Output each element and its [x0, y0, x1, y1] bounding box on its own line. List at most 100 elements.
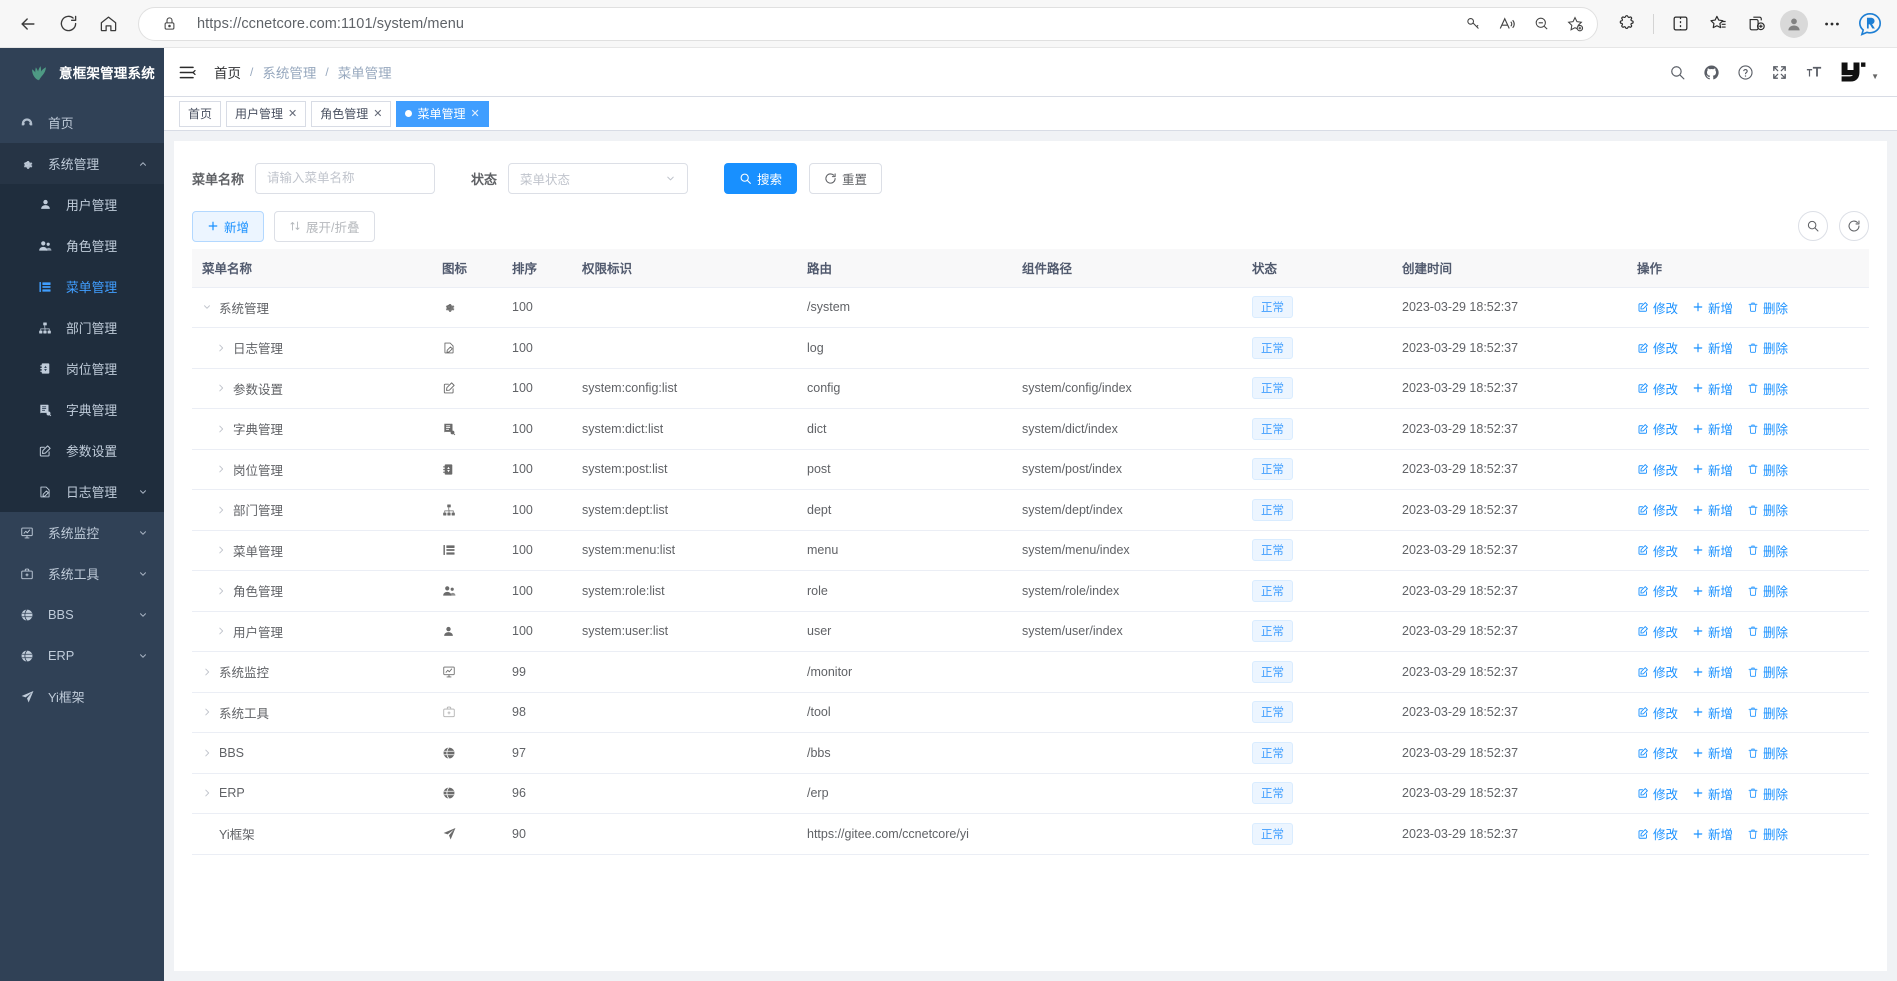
sidebar-item-home[interactable]: 首页 [0, 102, 164, 143]
expand-toggle-icon[interactable] [216, 545, 226, 555]
op-edit-button[interactable]: 修改 [1637, 298, 1678, 317]
github-icon[interactable] [1703, 64, 1720, 81]
op-delete-button[interactable]: 删除 [1747, 298, 1788, 317]
op-edit-button[interactable]: 修改 [1637, 338, 1678, 357]
expand-toggle-icon[interactable] [216, 383, 226, 393]
sidebar-item-post[interactable]: 岗位管理 [0, 348, 164, 389]
op-delete-button[interactable]: 删除 [1747, 460, 1788, 479]
expand-toggle-icon[interactable] [216, 505, 226, 515]
expand-toggle-icon[interactable] [216, 626, 226, 636]
op-delete-button[interactable]: 删除 [1747, 784, 1788, 803]
expand-toggle-icon[interactable] [216, 464, 226, 474]
sidebar-item-role[interactable]: 角色管理 [0, 225, 164, 266]
op-add-button[interactable]: 新增 [1692, 824, 1733, 843]
tab-home[interactable]: 首页 [179, 100, 222, 127]
expand-toggle-icon[interactable] [202, 707, 212, 717]
search-button[interactable]: 搜索 [724, 162, 798, 194]
tab-role[interactable]: 角色管理 ✕ [311, 100, 392, 127]
op-edit-button[interactable]: 修改 [1637, 622, 1678, 641]
sidebar-logo[interactable]: 意框架管理系统 [0, 48, 164, 96]
key-icon[interactable] [1457, 9, 1489, 39]
sidebar-item-tool[interactable]: 系统工具 [0, 553, 164, 594]
expand-collapse-button[interactable]: 展开/折叠 [274, 210, 375, 242]
sidebar-item-bbs[interactable]: BBS [0, 594, 164, 635]
op-delete-button[interactable]: 删除 [1747, 500, 1788, 519]
collapse-toggle-icon[interactable] [202, 302, 212, 312]
menu-name-input[interactable] [255, 162, 436, 194]
op-delete-button[interactable]: 删除 [1747, 743, 1788, 762]
op-delete-button[interactable]: 删除 [1747, 824, 1788, 843]
sidebar-item-log[interactable]: 日志管理 [0, 471, 164, 512]
op-add-button[interactable]: 新增 [1692, 338, 1733, 357]
op-edit-button[interactable]: 修改 [1637, 743, 1678, 762]
zoom-out-icon[interactable] [1525, 9, 1557, 39]
op-edit-button[interactable]: 修改 [1637, 824, 1678, 843]
close-icon[interactable]: ✕ [288, 108, 298, 120]
close-icon[interactable]: ✕ [373, 108, 383, 120]
browser-reload-button[interactable] [50, 6, 86, 42]
op-add-button[interactable]: 新增 [1692, 500, 1733, 519]
op-edit-button[interactable]: 修改 [1637, 460, 1678, 479]
sidebar-item-dept[interactable]: 部门管理 [0, 307, 164, 348]
expand-toggle-icon[interactable] [216, 586, 226, 596]
breadcrumb-home[interactable]: 首页 [214, 66, 241, 81]
extensions-icon[interactable] [1610, 7, 1644, 41]
sidebar-item-monitor[interactable]: 系统监控 [0, 512, 164, 553]
yi-brand-icon[interactable]: ▼ [1840, 60, 1879, 84]
refresh-circle-icon[interactable] [1839, 211, 1869, 241]
add-tab-group-icon[interactable] [1739, 7, 1773, 41]
split-screen-icon[interactable] [1663, 7, 1697, 41]
op-delete-button[interactable]: 删除 [1747, 622, 1788, 641]
op-add-button[interactable]: 新增 [1692, 703, 1733, 722]
hamburger-icon[interactable] [178, 63, 204, 82]
search-circle-icon[interactable] [1798, 211, 1828, 241]
op-delete-button[interactable]: 删除 [1747, 379, 1788, 398]
op-edit-button[interactable]: 修改 [1637, 500, 1678, 519]
op-delete-button[interactable]: 删除 [1747, 662, 1788, 681]
op-edit-button[interactable]: 修改 [1637, 581, 1678, 600]
op-edit-button[interactable]: 修改 [1637, 662, 1678, 681]
fullscreen-icon[interactable] [1771, 64, 1788, 81]
reset-button[interactable]: 重置 [809, 162, 883, 194]
copilot-icon[interactable] [1853, 7, 1887, 41]
close-icon[interactable]: ✕ [470, 108, 480, 120]
browser-home-button[interactable] [90, 6, 126, 42]
sidebar-item-yi[interactable]: Yi框架 [0, 676, 164, 717]
op-add-button[interactable]: 新增 [1692, 541, 1733, 560]
font-size-icon[interactable] [1805, 63, 1823, 81]
op-edit-button[interactable]: 修改 [1637, 419, 1678, 438]
op-delete-button[interactable]: 删除 [1747, 541, 1788, 560]
expand-toggle-icon[interactable] [202, 667, 212, 677]
op-add-button[interactable]: 新增 [1692, 581, 1733, 600]
address-bar[interactable]: https://ccnetcore.com:1101/system/menu [138, 6, 1598, 41]
op-delete-button[interactable]: 删除 [1747, 703, 1788, 722]
status-select[interactable]: 菜单状态 [508, 162, 689, 194]
op-add-button[interactable]: 新增 [1692, 622, 1733, 641]
add-favorite-icon[interactable] [1559, 9, 1591, 39]
tab-user[interactable]: 用户管理 ✕ [226, 100, 307, 127]
op-edit-button[interactable]: 修改 [1637, 784, 1678, 803]
collections-icon[interactable] [1701, 7, 1735, 41]
op-add-button[interactable]: 新增 [1692, 784, 1733, 803]
op-delete-button[interactable]: 删除 [1747, 338, 1788, 357]
sidebar-item-config[interactable]: 参数设置 [0, 430, 164, 471]
sidebar-item-dict[interactable]: 字典管理 [0, 389, 164, 430]
op-add-button[interactable]: 新增 [1692, 419, 1733, 438]
tab-menu[interactable]: 菜单管理 ✕ [396, 100, 489, 127]
breadcrumb-system[interactable]: 系统管理 [262, 66, 317, 81]
op-add-button[interactable]: 新增 [1692, 379, 1733, 398]
op-edit-button[interactable]: 修改 [1637, 379, 1678, 398]
expand-toggle-icon[interactable] [216, 424, 226, 434]
op-edit-button[interactable]: 修改 [1637, 541, 1678, 560]
add-button[interactable]: 新增 [192, 210, 265, 242]
op-delete-button[interactable]: 删除 [1747, 581, 1788, 600]
help-icon[interactable] [1737, 64, 1754, 81]
sidebar-item-erp[interactable]: ERP [0, 635, 164, 676]
op-add-button[interactable]: 新增 [1692, 743, 1733, 762]
sidebar-item-system[interactable]: 系统管理 [0, 143, 164, 184]
op-add-button[interactable]: 新增 [1692, 298, 1733, 317]
sidebar-item-user[interactable]: 用户管理 [0, 184, 164, 225]
read-aloud-icon[interactable] [1491, 9, 1523, 39]
op-edit-button[interactable]: 修改 [1637, 703, 1678, 722]
expand-toggle-icon[interactable] [202, 788, 212, 798]
